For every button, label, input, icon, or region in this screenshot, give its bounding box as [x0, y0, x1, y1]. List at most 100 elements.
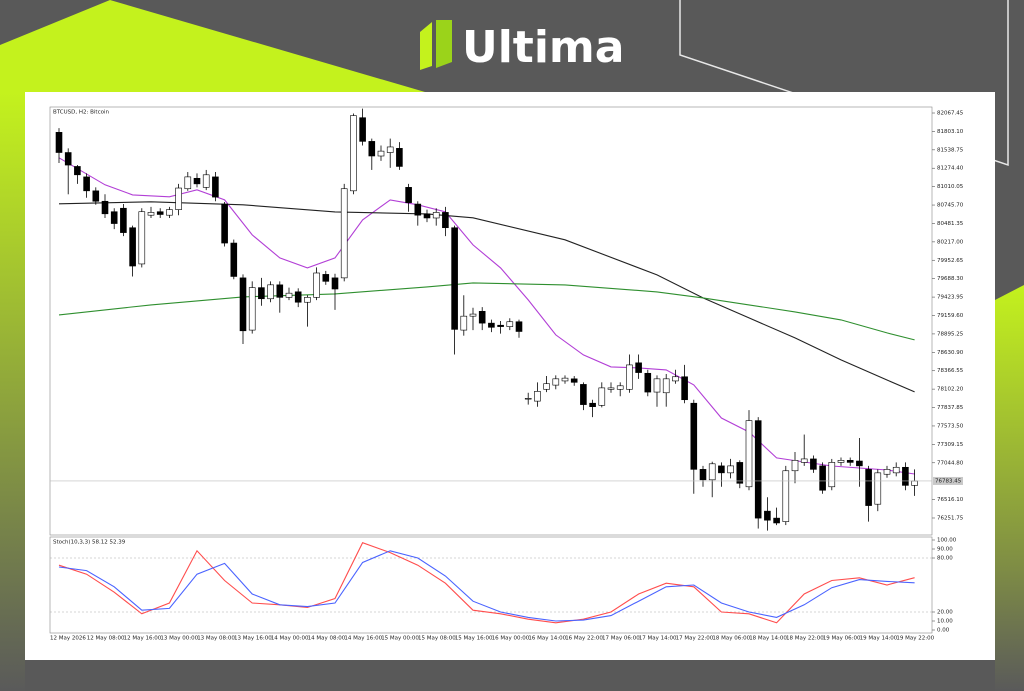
- candle-body: [460, 315, 468, 331]
- candle-body: [754, 420, 762, 519]
- candle-body: [83, 176, 90, 192]
- x-tick-label: 18 May 22:00: [786, 636, 824, 642]
- x-tick-label: 17 May 14:00: [639, 636, 677, 642]
- candle-body: [681, 376, 688, 401]
- indicator-line: [58, 542, 915, 624]
- x-tick-label: 16 May 14:00: [528, 636, 566, 642]
- candle-body: [653, 378, 661, 393]
- candle-body: [359, 117, 366, 142]
- candle-body: [856, 460, 863, 467]
- y-tick-label: 0.00: [937, 628, 950, 634]
- y-tick-label: 81803.10: [937, 129, 964, 135]
- x-tick-label: 19 May 22:00: [896, 636, 934, 642]
- candle-body: [451, 227, 458, 330]
- x-tick-label: 18 May 14:00: [749, 636, 787, 642]
- candle-body: [506, 321, 514, 327]
- candle-body: [570, 378, 578, 383]
- candle-body: [432, 212, 440, 219]
- y-tick-label: 78895.25: [937, 331, 964, 337]
- candle-body: [340, 188, 348, 279]
- candle-body: [304, 297, 311, 303]
- y-tick-label: 79159.60: [937, 313, 964, 319]
- candle-body: [129, 227, 136, 267]
- candle-body: [368, 141, 376, 157]
- candle-body: [138, 211, 146, 265]
- y-tick-label: 78630.90: [937, 350, 964, 356]
- candle-body: [727, 465, 734, 474]
- candle-body: [616, 385, 624, 390]
- y-tick-label: 81010.05: [937, 184, 964, 190]
- y-tick-label: 77573.50: [937, 423, 964, 429]
- x-tick-label: 17 May 06:00: [602, 636, 640, 642]
- candle-body: [580, 384, 587, 405]
- candle-body: [534, 391, 541, 402]
- candle-body: [690, 402, 698, 470]
- candle-body: [745, 420, 753, 488]
- candle-body: [662, 378, 670, 394]
- candle-body: [294, 291, 302, 303]
- candle-body: [184, 176, 192, 190]
- accent-strip: [0, 92, 25, 691]
- candle-body: [322, 274, 330, 282]
- indicator-line: [58, 201, 915, 393]
- y-tick-label: 20.00: [937, 610, 953, 616]
- x-tick-label: 16 May 22:00: [565, 636, 603, 642]
- y-tick-label: 78366.55: [937, 368, 964, 374]
- y-tick-label: 77044.80: [937, 460, 964, 466]
- candle-body: [331, 277, 339, 290]
- x-tick-label: 17 May 22:00: [676, 636, 714, 642]
- candle-body: [644, 372, 652, 393]
- candle-body: [589, 402, 596, 407]
- candle-body: [543, 383, 550, 390]
- candle-body: [147, 212, 155, 216]
- candle-body: [736, 462, 744, 484]
- candle-body: [892, 466, 900, 474]
- candle-body: [55, 132, 63, 153]
- candle-body: [175, 187, 182, 210]
- candle-body: [193, 177, 201, 185]
- candle-body: [791, 460, 799, 472]
- y-tick-label: 100.00: [937, 538, 957, 544]
- candle-body: [846, 460, 854, 463]
- logo-text: Ultima: [462, 22, 624, 73]
- candle-body: [469, 313, 477, 317]
- candle-body: [764, 510, 771, 521]
- x-tick-label: 15 May 00:00: [381, 636, 419, 642]
- candle-body: [828, 462, 836, 488]
- y-tick-label: 77837.85: [937, 405, 964, 411]
- candle-body: [497, 324, 504, 327]
- candle-body: [883, 469, 891, 475]
- candle-body: [810, 458, 817, 470]
- x-tick-label: 19 May 06:00: [823, 636, 861, 642]
- candle-body: [718, 465, 725, 474]
- candle-body: [524, 398, 532, 400]
- candle-body: [708, 463, 716, 481]
- candle-body: [74, 166, 81, 176]
- candle-body: [800, 458, 808, 463]
- y-tick-label: 76251.75: [937, 515, 964, 521]
- y-tick-label: 90.00: [937, 547, 953, 553]
- accent-shape: [0, 0, 425, 92]
- candle-body: [699, 469, 707, 481]
- candle-body: [276, 284, 284, 298]
- candle-body: [672, 376, 679, 382]
- x-tick-label: 15 May 08:00: [418, 636, 456, 642]
- candle-body: [782, 470, 790, 522]
- candle-body: [819, 465, 826, 491]
- candle-body: [396, 148, 403, 167]
- candle-body: [248, 287, 256, 331]
- indicator-title: Stoch(10,3,3) 58.12 52.39: [53, 540, 126, 546]
- candle-body: [552, 378, 560, 386]
- x-tick-label: 14 May 08:00: [308, 636, 346, 642]
- x-tick-label: 12 May 16:00: [124, 636, 162, 642]
- candle-body: [285, 292, 293, 298]
- accent-strip: [995, 285, 1024, 691]
- candle-body: [635, 362, 642, 373]
- candle-body: [386, 146, 394, 153]
- candle-body: [120, 207, 127, 233]
- stoch-panel: [49, 536, 933, 634]
- candle-body: [478, 310, 486, 324]
- x-tick-label: 14 May 00:00: [271, 636, 309, 642]
- candle-body: [267, 284, 274, 300]
- logo-icon: [420, 22, 432, 70]
